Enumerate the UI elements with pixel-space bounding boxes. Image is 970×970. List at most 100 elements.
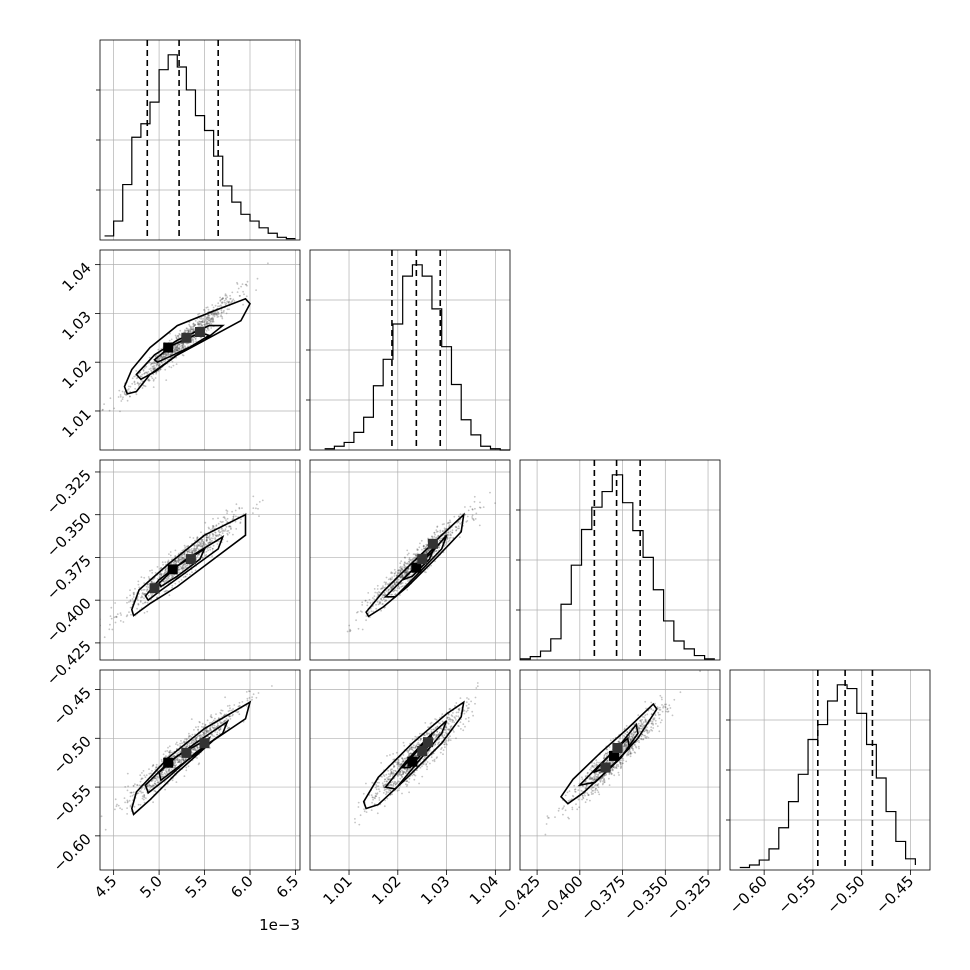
- joint-0-3-point: [126, 801, 129, 804]
- joint-1-2-point: [416, 549, 419, 552]
- joint-1-3-point: [400, 774, 403, 776]
- joint-0-2-point: [171, 576, 173, 579]
- joint-0-2-point: [166, 567, 168, 570]
- joint-1-2-point: [399, 569, 401, 572]
- joint-0-3-point: [218, 732, 221, 735]
- joint-0-3-point: [140, 777, 143, 780]
- joint-2-3-point: [548, 817, 550, 819]
- joint-0-3-point: [200, 736, 203, 739]
- joint-1-3-point: [436, 725, 439, 728]
- joint-1-3-point: [398, 761, 400, 764]
- joint-0-3-point: [238, 713, 241, 716]
- joint-0-1-point: [141, 387, 144, 389]
- joint-0-3-point: [178, 758, 181, 761]
- joint-0-1-point: [178, 332, 181, 335]
- joint-0-2-point: [110, 606, 113, 609]
- joint-0-2-point: [200, 538, 203, 541]
- joint-0-2-point: [165, 577, 168, 580]
- joint-0-1-point: [142, 369, 145, 372]
- joint-0-1-point: [192, 328, 195, 331]
- joint-0-3-point: [187, 765, 190, 768]
- marginal-1-histogram: [324, 264, 510, 451]
- joint-0-2-point: [150, 593, 152, 595]
- joint-1-3-point: [399, 763, 402, 766]
- joint-1-2-point: [376, 591, 378, 594]
- joint-0-2-point: [172, 575, 175, 578]
- joint-0-2-point: [222, 529, 224, 531]
- joint-0-2-point: [196, 545, 199, 547]
- joint-0-1-point: [147, 379, 150, 381]
- joint-1-2-point: [409, 559, 412, 562]
- joint-1-2-point: [390, 593, 392, 596]
- joint-2-3-point: [646, 731, 648, 733]
- joint-0-2-point: [183, 553, 186, 556]
- joint-0-1-point: [227, 301, 230, 304]
- joint-1-2-point: [367, 592, 370, 594]
- joint-0-1-point: [152, 367, 155, 369]
- joint-0-3-point: [245, 705, 248, 707]
- joint-1-3-point: [453, 721, 456, 724]
- joint-1-3-point: [457, 725, 459, 727]
- joint-1-3-point: [414, 754, 417, 757]
- joint-2-3-point: [598, 772, 601, 775]
- joint-0-2-point: [137, 599, 139, 601]
- joint-0-1-point: [229, 298, 232, 300]
- joint-1-2-point: [423, 547, 426, 550]
- joint-0-2-point: [178, 552, 180, 555]
- joint-2-3-point: [630, 746, 633, 749]
- joint-1-3-point: [420, 738, 422, 740]
- joint-1-3-point: [441, 734, 443, 737]
- joint-0-1-point: [182, 345, 185, 348]
- joint-0-2-point: [218, 531, 221, 534]
- joint-1-2-point: [447, 533, 450, 536]
- joint-1-3-point: [434, 726, 437, 729]
- joint-0-2-point: [202, 541, 205, 543]
- joint-0-1-point: [189, 330, 191, 332]
- joint-1-2-point: [401, 582, 404, 584]
- joint-0-1-point: [193, 328, 196, 330]
- joint-0-1-point: [225, 312, 228, 315]
- joint-0-2-point: [167, 560, 170, 563]
- joint-0-1-point: [168, 339, 171, 342]
- joint-0-3-point: [194, 738, 196, 741]
- joint-1-3-point: [405, 780, 408, 783]
- joint-1-3-point: [387, 784, 390, 787]
- joint-1-2-point: [380, 597, 382, 600]
- joint-1-2-point: [377, 603, 380, 606]
- joint-0-3-point: [199, 736, 202, 739]
- joint-0-2-point: [103, 636, 106, 639]
- joint-1-2-point: [385, 590, 388, 592]
- joint-0-3-point: [169, 749, 172, 752]
- joint-0-3-point: [192, 739, 195, 741]
- joint-1-2-point: [401, 569, 404, 571]
- joint-0-3-point: [205, 731, 208, 733]
- joint-0-2-point: [194, 569, 197, 572]
- joint-0-2-point: [164, 571, 167, 574]
- joint-0-1-point: [208, 319, 210, 321]
- joint-1-3-point: [397, 774, 399, 777]
- joint-0-1-point: [237, 287, 240, 290]
- joint-1-2-point: [465, 521, 468, 523]
- joint-0-2-point: [183, 557, 186, 560]
- joint-1-3-point: [385, 773, 388, 776]
- joint-0-2-point: [130, 613, 132, 616]
- joint-0-3-point: [219, 728, 222, 730]
- joint-0-1-point: [231, 291, 234, 294]
- joint-1-2-point: [403, 564, 406, 566]
- joint-1-3-point: [449, 718, 451, 720]
- joint-0-1-point: [196, 321, 199, 324]
- joint-0-1-point: [181, 347, 184, 349]
- joint-0-2-point: [209, 541, 212, 544]
- joint-1-3-point: [402, 760, 405, 762]
- joint-1-2-point: [395, 574, 398, 577]
- joint-0-1-point: [184, 330, 187, 333]
- joint-2-3-point: [639, 724, 642, 727]
- joint-2-3-point: [630, 739, 632, 741]
- joint-0-3-point: [219, 728, 222, 731]
- joint-0-3-point: [195, 739, 198, 742]
- joint-0-3-point: [162, 753, 165, 756]
- joint-2-3-point: [634, 745, 637, 748]
- joint-0-1-point: [136, 382, 139, 385]
- joint-0-1-point: [171, 360, 174, 363]
- joint-1-2-point: [391, 585, 393, 588]
